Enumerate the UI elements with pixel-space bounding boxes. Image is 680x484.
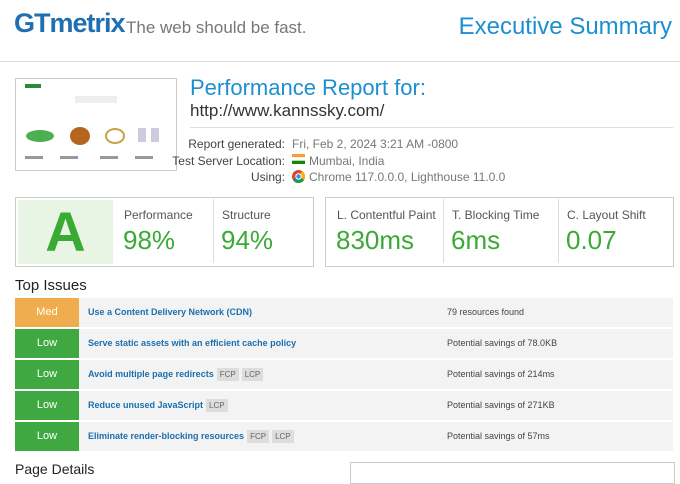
issue-title: Reduce unused JavaScript LCP	[88, 391, 228, 420]
metric-label: C. Layout Shift	[567, 208, 646, 222]
metric-label: Structure	[222, 208, 271, 222]
section-title: Page Details	[15, 461, 95, 477]
issue-result: Potential savings of 78.0KB	[447, 338, 558, 348]
flag-icon	[292, 154, 305, 164]
metric-value: 6ms	[451, 225, 501, 255]
metric-tag: LCP	[241, 368, 264, 381]
detail-value: Fri, Feb 2, 2024 3:21 AM -0800	[292, 137, 459, 151]
chrome-icon	[292, 170, 305, 183]
impact-badge: Med	[15, 298, 79, 327]
grade-box: A	[15, 197, 314, 267]
detail-value: Mumbai, India	[309, 153, 385, 168]
section-title: Executive Summary	[458, 13, 672, 40]
issue-title: Avoid multiple page redirects FCP LCP	[88, 360, 264, 389]
issue-text[interactable]: Reduce unused JavaScript	[88, 400, 204, 410]
metric-value: 98%	[123, 225, 176, 255]
report-url[interactable]: http://www.kannssky.com/	[190, 101, 385, 120]
issue-row[interactable]: Med Use a Content Delivery Network (CDN) 7…	[15, 298, 673, 327]
logo[interactable]: GTmetrix	[14, 8, 126, 38]
issue-row[interactable]: Low Avoid multiple page redirects FCP LCP Po…	[15, 360, 673, 389]
metric-label: T. Blocking Time	[452, 208, 540, 222]
issue-title: Use a Content Delivery Network (CDN)	[88, 298, 252, 327]
report-heading: Performance Report for:	[190, 75, 426, 100]
grade-letter: A	[18, 200, 113, 264]
issue-row[interactable]: Low Serve static assets with an efficient…	[15, 329, 673, 358]
metric-label: L. Contentful Paint	[337, 208, 436, 222]
impact-badge: Low	[15, 329, 79, 358]
issue-text[interactable]: Avoid multiple page redirects	[88, 369, 214, 379]
metric-value: 94%	[221, 225, 274, 255]
panel	[350, 462, 675, 484]
issue-text[interactable]: Eliminate render-blocking resources	[88, 431, 245, 441]
metric-cell	[443, 199, 557, 263]
impact-badge: Low	[15, 422, 79, 451]
detail-label: Using:	[250, 170, 285, 184]
metric-label: Performance	[124, 208, 193, 222]
metric-tag: LCP	[206, 399, 228, 412]
page: GTmetrix The web should be fast. Executi…	[0, 8, 680, 484]
divider	[0, 61, 680, 62]
detail-label: Report generated:	[188, 137, 285, 151]
issue-result: 79 resources found	[447, 307, 525, 317]
tagline: The web should be fast.	[126, 18, 307, 37]
metric-value: 830ms	[336, 225, 415, 255]
impact-badge: Low	[15, 360, 79, 389]
issue-result: Potential savings of 214ms	[447, 369, 555, 379]
metric-tag: LCP	[272, 430, 294, 443]
issue-text[interactable]: Serve static assets with an efficient ca…	[88, 338, 297, 348]
thumbnail	[15, 78, 177, 171]
issue-result: Potential savings of 271KB	[447, 400, 555, 410]
metric-tag: FCP	[216, 368, 239, 381]
metric-tag: FCP	[247, 430, 270, 443]
divider	[190, 127, 673, 128]
metric-cell	[558, 199, 672, 263]
issue-row[interactable]: Low Reduce unused JavaScript LCP Potential …	[15, 391, 673, 420]
section-title: Top Issues	[15, 277, 87, 294]
issue-result: Potential savings of 57ms	[447, 431, 550, 441]
issue-title: Eliminate render-blocking resources FCP LC…	[88, 422, 294, 451]
issue-row[interactable]: Low Eliminate render-blocking resources FC…	[15, 422, 673, 451]
vitals-box	[325, 197, 674, 267]
detail-label: Test Server Location:	[172, 153, 285, 168]
metric-value: 0.07	[566, 225, 617, 255]
impact-badge: Low	[15, 391, 79, 420]
detail-value: Chrome 117.0.0.0, Lighthouse 11.0.0	[309, 170, 506, 184]
issue-title: Serve static assets with an efficient ca…	[88, 329, 296, 358]
issue-text[interactable]: Use a Content Delivery Network (CDN)	[88, 307, 253, 317]
metric-cell	[213, 199, 310, 263]
